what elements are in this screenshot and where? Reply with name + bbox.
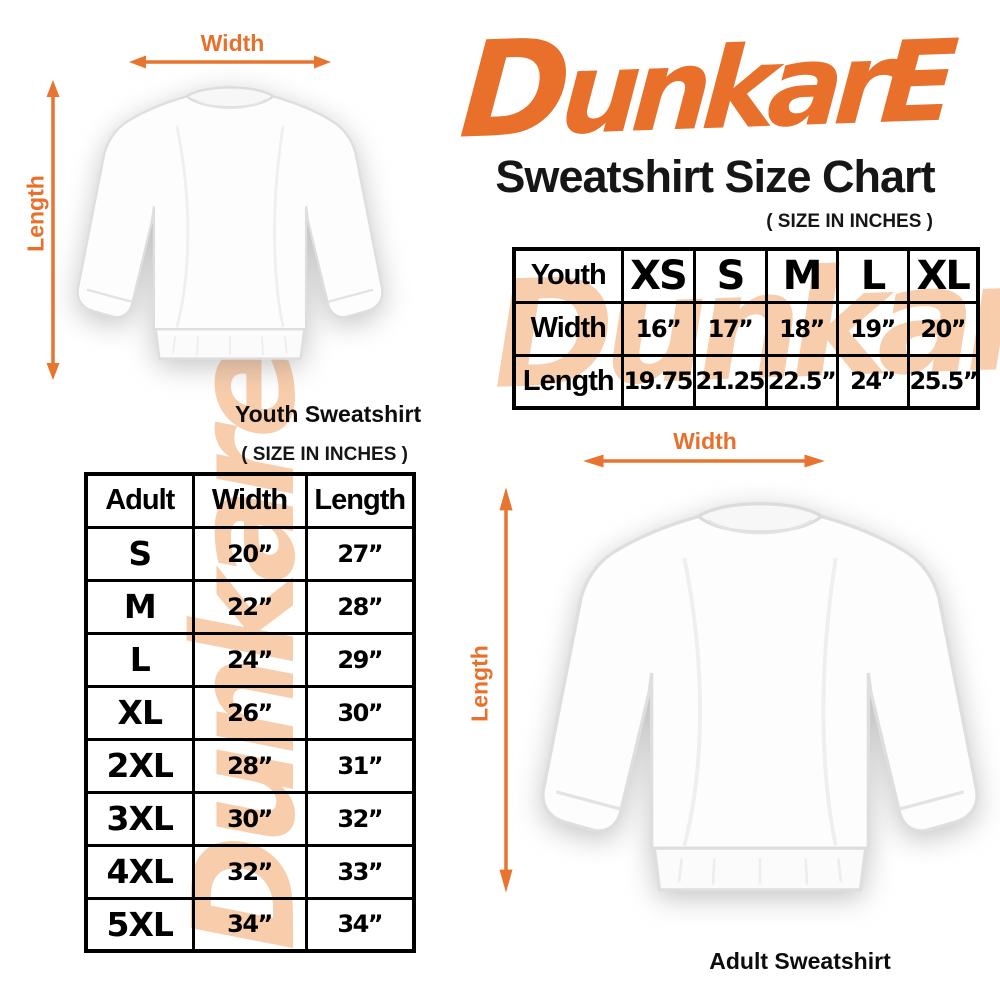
table-row: S 20” 27” [84, 525, 416, 582]
value-cell: 33” [304, 843, 416, 900]
size-cell: M [84, 578, 195, 635]
value-cell: 34” [191, 896, 308, 953]
table-row: 3XL 30” 32” [84, 790, 416, 847]
header-cell: Youth [512, 247, 624, 304]
header-cell: Length [304, 472, 416, 529]
value-cell: 26” [191, 684, 308, 741]
header-cell: Width [191, 472, 308, 529]
adult-width-arrow-icon [582, 453, 826, 469]
adult-size-table: Adult Width Length S 20” 27” M 22” 28” L… [84, 472, 416, 953]
size-cell: XL [84, 684, 195, 741]
header-cell: M [764, 247, 839, 304]
value-cell: 28” [191, 737, 308, 794]
size-in-inches-note: ( SIZE IN INCHES ) [766, 211, 933, 232]
value-cell: 25.5” [906, 353, 980, 410]
value-cell: 20” [906, 300, 980, 357]
value-cell: 27” [304, 525, 416, 582]
value-cell: 20” [191, 525, 308, 582]
youth-size-table: Youth XS S M L XL Width 16” 17” 18” 19” … [512, 247, 980, 410]
adult-length-arrow-icon [498, 486, 514, 894]
value-cell: 22.5” [764, 353, 839, 410]
row-label-cell: Length [512, 353, 624, 410]
value-cell: 32” [304, 790, 416, 847]
header-cell: S [692, 247, 768, 304]
value-cell: 22” [191, 578, 308, 635]
value-cell: 18” [764, 300, 839, 357]
size-cell: S [84, 525, 195, 582]
adult-length-label: Length [466, 645, 493, 722]
header-cell: XS [620, 247, 696, 304]
table-row: 2XL 28” 31” [84, 737, 416, 794]
youth-width-row: Width 16” 17” 18” 19” 20” [512, 300, 980, 357]
value-cell: 24” [835, 353, 910, 410]
header-cell: Adult [84, 472, 195, 529]
size-cell: 2XL [84, 737, 195, 794]
value-cell: 30” [304, 684, 416, 741]
value-cell: 31” [304, 737, 416, 794]
adult-width-label: Width [673, 428, 737, 454]
page-title: Sweatshirt Size Chart [495, 151, 935, 202]
row-label-cell: Width [512, 300, 624, 357]
table-row: 4XL 32” 33” [84, 843, 416, 900]
adult-sweatshirt-image [541, 501, 979, 892]
value-cell: 29” [304, 631, 416, 688]
adult-table-header-row: Adult Width Length [84, 472, 416, 529]
value-cell: 24” [191, 631, 308, 688]
size-cell: 4XL [84, 843, 195, 900]
table-row: L 24” 29” [84, 631, 416, 688]
value-cell: 21.25” [692, 353, 768, 410]
value-cell: 28” [304, 578, 416, 635]
value-cell: 34” [304, 896, 416, 953]
brand-logo: DunkarE [455, 10, 953, 169]
value-cell: 19” [835, 300, 910, 357]
value-cell: 17” [692, 300, 768, 357]
youth-table-header-row: Youth XS S M L XL [512, 247, 980, 304]
youth-length-arrow-icon [45, 79, 61, 381]
size-cell: 5XL [84, 896, 195, 953]
value-cell: 32” [191, 843, 308, 900]
header-cell: L [835, 247, 910, 304]
size-cell: L [84, 631, 195, 688]
value-cell: 19.75” [620, 353, 696, 410]
size-cell: 3XL [84, 790, 195, 847]
value-cell: 30” [191, 790, 308, 847]
table-row: XL 26” 30” [84, 684, 416, 741]
youth-sweatshirt-caption: Youth Sweatshirt [235, 401, 422, 427]
size-in-inches-note: ( SIZE IN INCHES ) [241, 444, 408, 465]
value-cell: 16” [620, 300, 696, 357]
youth-length-row: Length 19.75” 21.25” 22.5” 24” 25.5” [512, 353, 980, 410]
youth-sweatshirt-image [76, 86, 384, 360]
header-cell: XL [906, 247, 980, 304]
table-row: 5XL 34” 34” [84, 896, 416, 953]
adult-sweatshirt-caption: Adult Sweatshirt [709, 948, 891, 974]
youth-width-label: Width [200, 30, 265, 56]
table-row: M 22” 28” [84, 578, 416, 635]
